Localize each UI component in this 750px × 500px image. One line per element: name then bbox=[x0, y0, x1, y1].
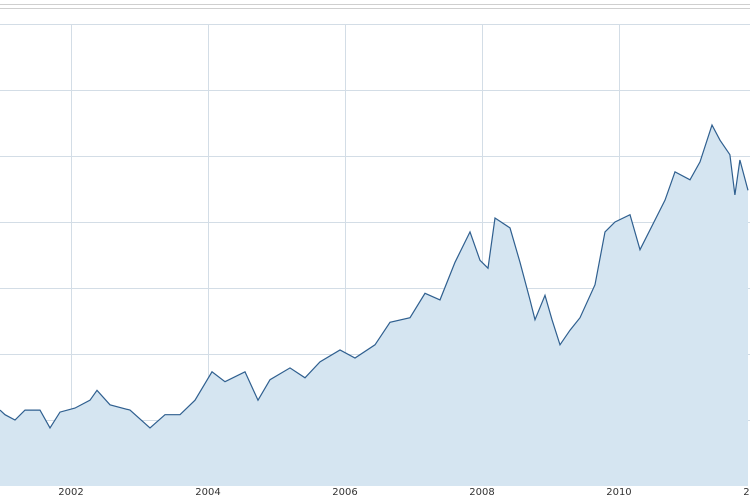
area-fill bbox=[0, 125, 748, 486]
x-tick-label: 2010 bbox=[606, 487, 631, 498]
x-tick-label: 2002 bbox=[58, 487, 83, 498]
x-tick-label: 2004 bbox=[195, 487, 220, 498]
x-tick-label: 2008 bbox=[469, 487, 494, 498]
price-line bbox=[0, 123, 749, 430]
x-tick-label: 2006 bbox=[332, 487, 357, 498]
x-tick-label: 2012 bbox=[743, 487, 750, 498]
